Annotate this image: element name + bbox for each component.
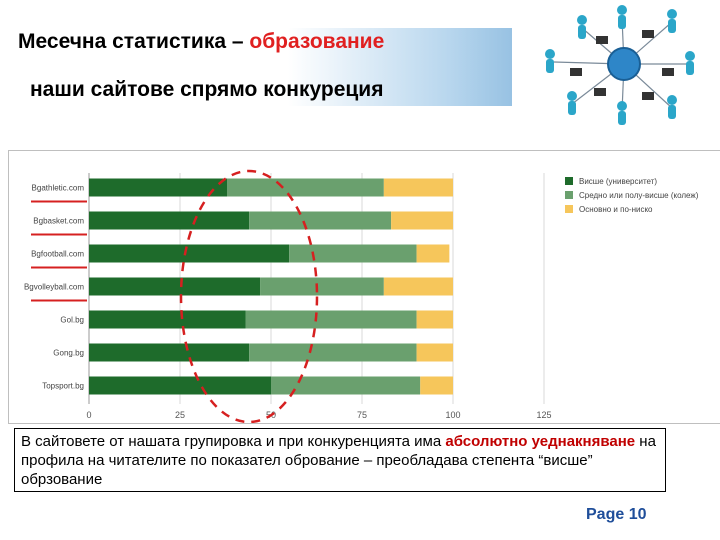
category-label: Bgfootball.com bbox=[31, 250, 84, 259]
category-label: Topsport.bg bbox=[42, 382, 84, 391]
network-people-logo bbox=[512, 0, 720, 140]
bar-segment bbox=[245, 310, 417, 329]
legend-swatch bbox=[565, 191, 573, 199]
x-tick-label: 100 bbox=[445, 410, 460, 420]
legend-swatch bbox=[565, 177, 573, 185]
bar-segment bbox=[249, 343, 417, 362]
category-label: Bgathletic.com bbox=[32, 184, 85, 193]
title-red-part: образование bbox=[249, 30, 385, 53]
title-black-part: Месечна статистика – bbox=[18, 30, 250, 53]
bar-segment bbox=[89, 376, 271, 395]
bar-segment bbox=[260, 277, 384, 296]
bar-segment bbox=[383, 178, 453, 197]
bar-segment bbox=[416, 310, 453, 329]
bar-segment bbox=[89, 178, 228, 197]
bar-segment bbox=[89, 277, 261, 296]
chart-frame: Bgathletic.com Bgbasket.com Bgfootball.com… bbox=[8, 150, 720, 424]
bar-segment bbox=[227, 178, 384, 197]
annotation-text-1: В сайтовете от нашата групировка и при к… bbox=[21, 433, 446, 450]
bar-segment bbox=[420, 376, 453, 395]
legend-label: Висше (университет) bbox=[579, 177, 657, 186]
page-number: Page 10 bbox=[586, 506, 647, 523]
annotation-highlight: абсолютно уеднакняване bbox=[445, 433, 636, 450]
legend-swatch bbox=[565, 205, 573, 213]
category-label: Bgbasket.com bbox=[33, 217, 84, 226]
slide-title: Месечна статистика – образование bbox=[18, 30, 384, 54]
stacked-bar-chart: Bgathletic.com Bgbasket.com Bgfootball.com… bbox=[24, 169, 699, 424]
bar-segment bbox=[89, 310, 246, 329]
bar-segment bbox=[289, 244, 417, 263]
x-tick-label: 0 bbox=[86, 410, 91, 420]
bar-segment bbox=[249, 211, 392, 230]
category-label: Bgvolleyball.com bbox=[24, 283, 84, 292]
category-label: Gol.bg bbox=[60, 316, 84, 325]
bar-segment bbox=[416, 244, 450, 263]
bar-segment bbox=[271, 376, 421, 395]
category-label: Gong.bg bbox=[53, 349, 84, 358]
slide-subtitle: наши сайтове спрямо конкуреция bbox=[30, 78, 384, 101]
bar-segment bbox=[391, 211, 453, 230]
legend-label: Основно и по-ниско bbox=[579, 205, 653, 214]
bar-segment bbox=[89, 244, 290, 263]
x-tick-label: 75 bbox=[357, 410, 367, 420]
x-tick-label: 25 bbox=[175, 410, 185, 420]
bar-segment bbox=[416, 343, 453, 362]
x-tick-label: 125 bbox=[536, 410, 551, 420]
annotation-box: В сайтовете от нашата групировка и при к… bbox=[14, 428, 666, 492]
legend-label: Средно или полу-висше (колеж) bbox=[579, 191, 699, 200]
bar-segment bbox=[383, 277, 453, 296]
bar-segment bbox=[89, 211, 250, 230]
highlight-ellipse bbox=[179, 169, 319, 424]
bar-segment bbox=[89, 343, 250, 362]
annotation-text-2: на профила на читателите по показател об… bbox=[21, 433, 656, 488]
